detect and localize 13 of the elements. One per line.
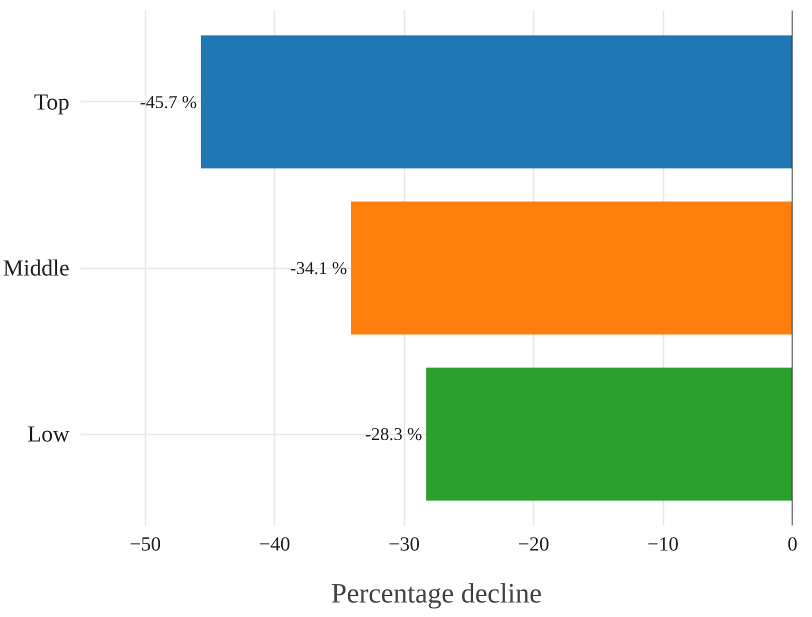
data-label: -28.3 % xyxy=(365,424,422,444)
y-tick-label: Middle xyxy=(3,256,70,280)
x-tick-label: −40 xyxy=(259,534,290,556)
x-tick-label: 0 xyxy=(788,534,798,556)
y-tick-label: Low xyxy=(27,422,70,447)
x-tick-label: −20 xyxy=(518,534,550,556)
y-tick-label: Top xyxy=(34,89,70,114)
x-tick-label: −10 xyxy=(647,534,679,556)
x-tick-label: −50 xyxy=(130,534,161,556)
data-label: -45.7 % xyxy=(140,92,197,112)
x-axis-title: Percentage decline xyxy=(331,578,542,610)
x-tick-label: −30 xyxy=(388,534,420,556)
data-label: -34.1 % xyxy=(290,258,348,278)
